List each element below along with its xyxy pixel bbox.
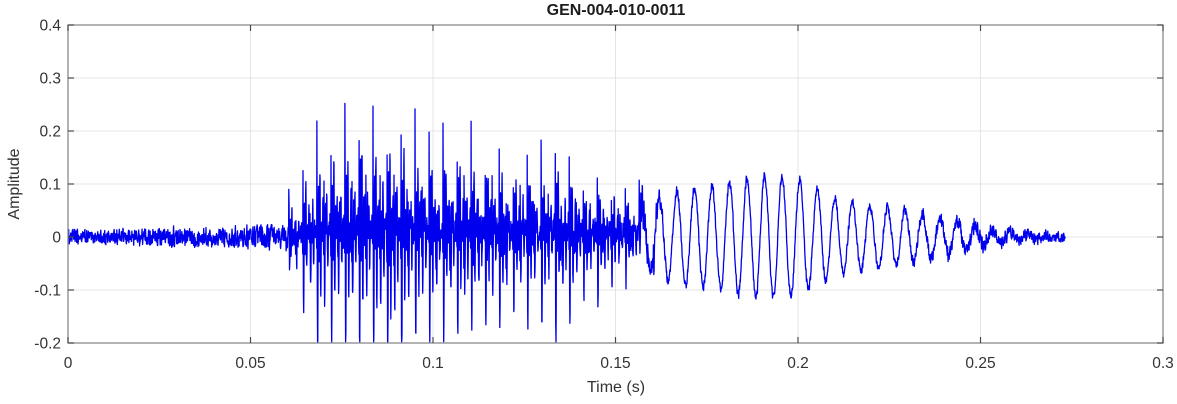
x-axis-label: Time (s) xyxy=(586,379,646,396)
x-tick-label: 0.3 xyxy=(1152,355,1174,372)
y-tick-label: 0 xyxy=(52,230,61,247)
x-tick-label: 0.1 xyxy=(422,355,444,372)
x-tick-label: 0.15 xyxy=(600,355,630,372)
x-tick-label: 0.25 xyxy=(965,355,995,372)
x-tick-label: 0.2 xyxy=(787,355,809,372)
y-tick-label: 0.1 xyxy=(39,177,61,194)
y-tick-label: 0.4 xyxy=(39,18,61,35)
x-tick-label: 0 xyxy=(64,355,73,372)
y-tick-label: -0.1 xyxy=(34,283,61,300)
signal-trace xyxy=(67,102,1066,343)
chart-title: GEN-004-010-0011 xyxy=(546,2,686,19)
y-tick-label: 0.2 xyxy=(39,124,61,141)
y-tick-label: -0.2 xyxy=(34,336,61,353)
x-tick-label: 0.05 xyxy=(235,355,265,372)
y-tick-label: 0.3 xyxy=(39,71,61,88)
